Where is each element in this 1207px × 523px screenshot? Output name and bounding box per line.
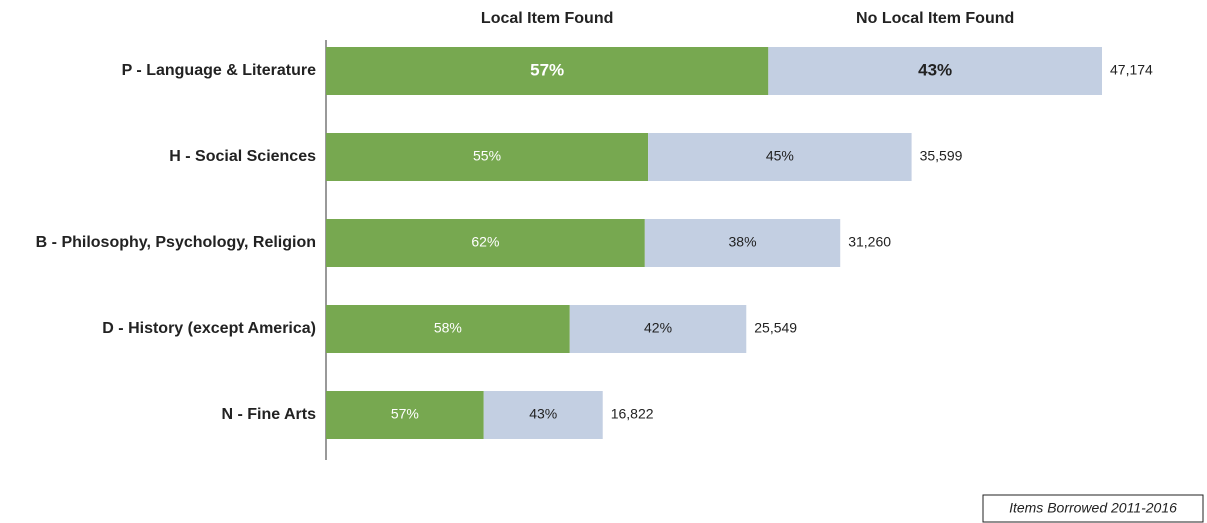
segment-label: 57%: [391, 406, 419, 422]
bar-segment: [644, 219, 841, 267]
category-label: N - Fine Arts: [221, 406, 316, 423]
bar-segment: [569, 305, 747, 353]
category-label: H - Social Sciences: [169, 148, 316, 165]
bar-segment: [326, 305, 570, 353]
segment-label: 45%: [766, 148, 794, 164]
bar-segment: [326, 219, 645, 267]
total-label: 31,260: [848, 234, 891, 250]
legend-label: Local Item Found: [481, 10, 613, 27]
bar-segment: [483, 391, 603, 439]
note-box: [982, 494, 1204, 523]
segment-label: 57%: [530, 60, 564, 79]
bar-segment: [326, 391, 484, 439]
category-label: B - Philosophy, Psychology, Religion: [36, 234, 316, 251]
legend-label: No Local Item Found: [856, 10, 1014, 27]
bar-segment: [768, 47, 1102, 95]
segment-label: 62%: [471, 234, 499, 250]
segment-label: 58%: [434, 320, 462, 336]
category-label: D - History (except America): [102, 320, 316, 337]
bar-segment: [648, 133, 912, 181]
note: Items Borrowed 2011-2016: [1009, 500, 1177, 516]
total-label: 16,822: [611, 406, 654, 422]
total-label: 25,549: [754, 320, 797, 336]
bar-segment: [326, 133, 649, 181]
bar-segment: [326, 47, 769, 95]
segment-label: 55%: [473, 148, 501, 164]
segment-label: 43%: [918, 60, 952, 79]
segment-label: 43%: [529, 406, 557, 422]
segment-label: 38%: [729, 234, 757, 250]
total-label: 47,174: [1110, 62, 1153, 78]
total-label: 35,599: [920, 148, 963, 164]
segment-label: 42%: [644, 320, 672, 336]
category-label: P - Language & Literature: [122, 62, 317, 79]
